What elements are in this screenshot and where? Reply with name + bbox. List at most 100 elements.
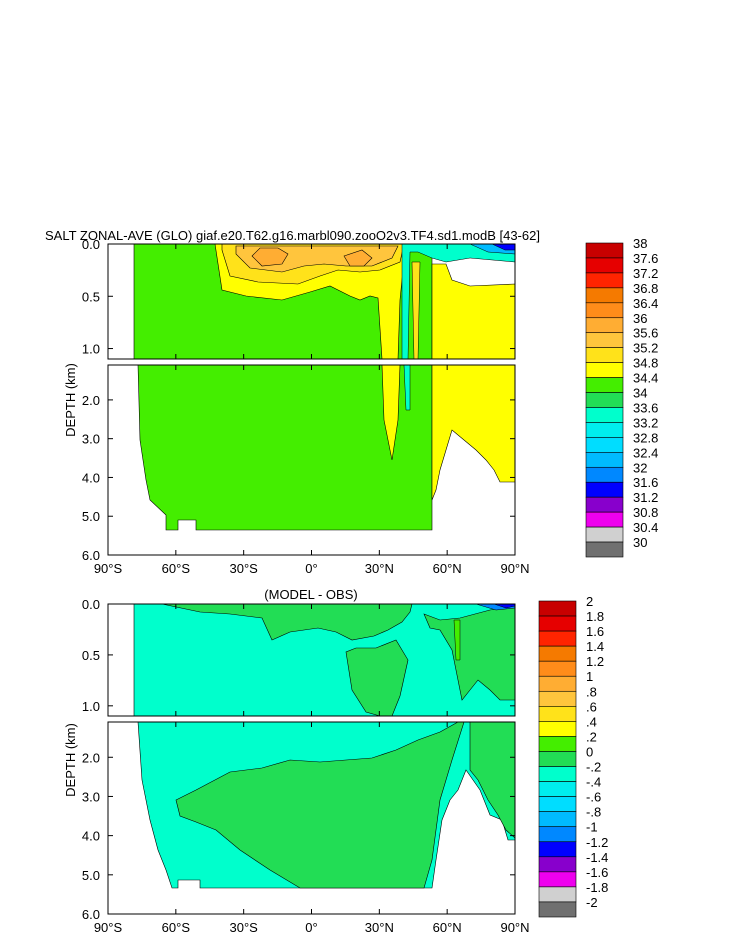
chart1-colorbar-swatch [585,377,624,393]
chart1-colorbar-swatch [585,452,624,468]
chart1-xtick-label: 90°S [94,561,123,576]
chart2-colorbar-label: -1.6 [586,865,608,880]
chart1-title: SALT ZONAL-AVE (GLO) giaf.e20.T62.g16.ma… [45,228,540,243]
chart1-colorbar-label: 36.4 [633,296,658,311]
chart1-colorbar-label: 32.4 [633,445,658,460]
chart2-colorbar-swatch [538,766,577,782]
chart1-colorbar-swatch [585,362,624,378]
chart1-colorbar-label: 36 [633,311,647,326]
chart2-xtick-label: 60°N [433,920,462,935]
chart1-ytick-label: 5.0 [82,509,100,524]
chart1-colorbar-swatch [585,302,624,319]
chart1-ylabel: DEPTH (km) [63,363,78,437]
chart1-colorbar-label: 32.8 [633,430,658,445]
chart2-title: (MODEL - OBS) [264,587,357,602]
chart1-lower-contours [137,365,515,531]
chart1-colorbar-swatch [585,317,624,334]
chart2-colorbar-swatch [538,615,577,632]
chart2-ytick-label: 3.0 [82,789,100,804]
chart2-colorbar-swatch [538,886,577,903]
chart2-colorbar-label: .4 [586,714,597,729]
chart2-lower-contours [137,722,515,889]
chart1-colorbar-swatch [585,541,624,558]
chart2-colorbar-swatch [538,781,577,797]
chart1-colorbar-swatch [585,496,624,513]
chart1-ytick-label: 4.0 [82,470,100,485]
chart2-colorbar-label: -.4 [586,775,601,790]
chart2-xtick-label: 30°N [365,920,394,935]
chart2-axes: 90°S 60°S 30°S 0° 30°N 60°N 90°N 0.0 0.5 1.0 2.0 3.… [82,597,530,935]
chart2-colorbar-swatch [538,796,577,812]
chart2-xtick-label: 30°S [229,920,258,935]
chart2-colorbar-label: .6 [586,699,597,714]
chart1-colorbar-label: 31.6 [633,475,658,490]
chart2-colorbar-label: 2 [586,594,593,609]
chart1-xtick-label: 30°S [229,561,258,576]
chart2-colorbar-label: .8 [586,684,597,699]
chart1-colorbar-label: 35.6 [633,326,658,341]
salinity-region-sfc-north-fresh [401,244,515,359]
chart1-colorbar-label: 30.4 [633,520,658,535]
chart2-colorbar-swatch [538,856,577,873]
chart2-ylabel: DEPTH (km) [63,723,78,797]
chart1-colorbar-swatch [585,466,624,483]
chart1-colorbar-swatch [585,287,624,304]
chart1-xtick-label: 60°N [433,561,462,576]
chart1-upper-contours [133,244,515,359]
chart2-colorbar-swatch [538,675,577,692]
chart1-colorbar-label: 34.4 [633,371,658,386]
diff-region-pos-mid [345,639,409,716]
chart2-colorbar-label: 1.6 [586,624,604,639]
chart2-colorbar-label: 1.4 [586,639,604,654]
salinity-region-arctic-freshest [491,244,515,251]
chart2-colorbar-label: -1 [586,820,598,835]
chart2-colorbar-label: 0 [586,744,593,759]
chart2-colorbar-label: -1.4 [586,850,608,865]
chart2-colorbar-swatch [538,736,577,752]
chart1-ytick-label: 1.0 [82,342,100,357]
diff-region-neg [133,604,515,716]
chart1-xtick-label: 90°N [500,561,529,576]
chart1-colorbar: 3837.637.236.836.43635.635.234.834.43433… [585,236,658,558]
chart1-colorbar-swatch [585,332,624,348]
chart2-xtick-label: 90°S [94,920,123,935]
chart2-colorbar-label: -.2 [586,760,601,775]
chart1-colorbar-swatch [585,481,624,498]
chart1-xtick-label: 30°N [365,561,394,576]
chart1-colorbar-label: 35.2 [633,341,658,356]
chart1-colorbar-label: 33.2 [633,415,658,430]
chart1-colorbar-label: 30.8 [633,505,658,520]
chart1-colorbar-swatch [585,407,624,423]
chart2-colorbar-swatch [538,706,577,722]
chart2-colorbar-label: .2 [586,729,597,744]
chart1-colorbar-label: 30 [633,535,647,550]
chart1-colorbar-swatch [585,242,624,259]
chart2-ytick-label: 6.0 [82,907,100,922]
chart2-ytick-label: 0.5 [82,648,100,663]
chart2-colorbar-swatch [538,871,577,888]
chart1-colorbar-swatch [585,422,624,438]
chart2-xtick-label: 90°N [500,920,529,935]
chart2-colorbar-label: -2 [586,895,598,910]
salinity-deep-med [403,365,411,411]
chart1-colorbar-label: 38 [633,236,647,251]
chart2-colorbar-swatch [538,826,577,843]
chart1-colorbar-label: 32 [633,460,647,475]
diff-region-pos [161,604,413,641]
diff-region-north [423,605,515,701]
chart1-colorbar-label: 36.8 [633,281,658,296]
chart1-colorbar-label: 34.8 [633,356,658,371]
chart1-colorbar-swatch [585,347,624,363]
chart1-colorbar-label: 34 [633,386,647,401]
chart2-colorbar-label: -.8 [586,805,601,820]
chart2-colorbar-label: -1.2 [586,835,608,850]
chart1-xtick-label: 60°S [162,561,191,576]
chart2-colorbar-swatch [538,901,577,918]
chart1-ytick-label: 6.0 [82,548,100,563]
salinity-region-med-outflow [411,261,421,359]
chart2-colorbar-label: 1.8 [586,609,604,624]
chart2-upper-contours [133,604,515,716]
chart1-axes: 90°S 60°S 30°S 0° 30°N 60°N 90°N 0.0 0.5 1.0 2.0 3.… [82,237,530,576]
chart1-colorbar-label: 37.2 [633,266,658,281]
